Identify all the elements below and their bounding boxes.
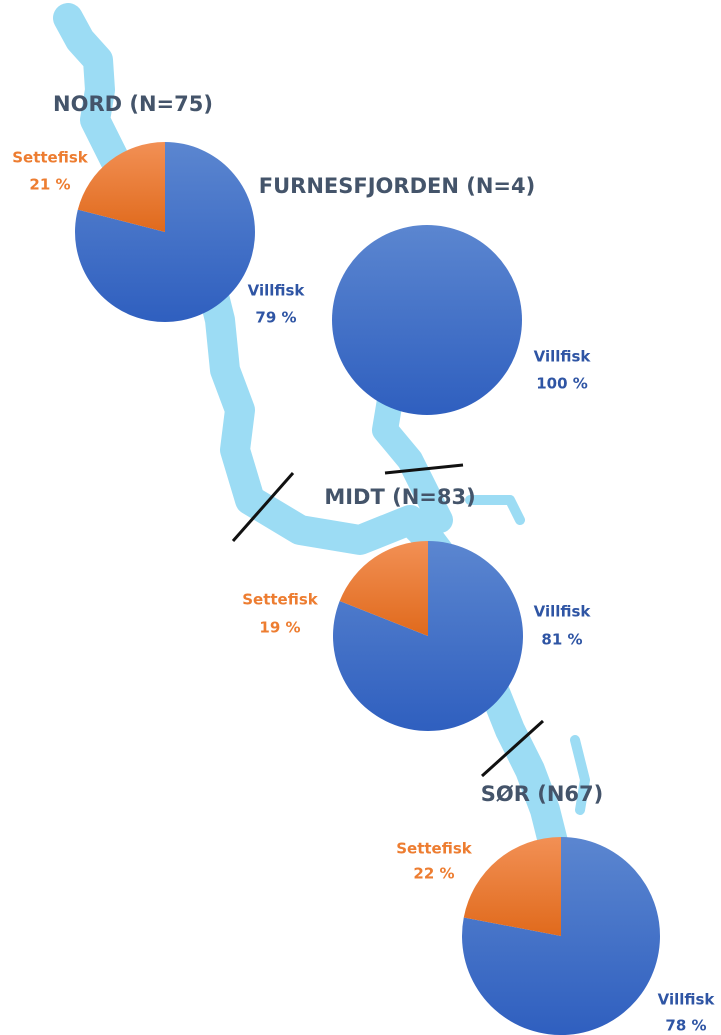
slice-category: Villfisk bbox=[534, 348, 592, 366]
pie-title: MIDT (N=83) bbox=[324, 485, 475, 509]
dividers bbox=[231, 463, 545, 778]
slice-value-label: 22 % bbox=[413, 865, 454, 883]
pie-slice bbox=[77, 142, 165, 232]
slice-value-label: 79 % bbox=[255, 309, 296, 327]
slice-value-label: 81 % bbox=[541, 631, 582, 649]
slice-category: Settefisk bbox=[12, 149, 89, 167]
slice-value-label: 100 % bbox=[536, 375, 588, 393]
slice-category: Settefisk bbox=[396, 840, 473, 858]
slice-category: Villfisk bbox=[534, 603, 592, 621]
pie-title: NORD (N=75) bbox=[53, 92, 213, 116]
pie-slice bbox=[462, 837, 660, 1035]
lake bbox=[53, 3, 590, 865]
slice-category: Settefisk bbox=[242, 591, 319, 609]
slice-category: Villfisk bbox=[658, 991, 716, 1009]
pie-title: FURNESFJORDEN (N=4) bbox=[259, 174, 535, 198]
slice-value-label: 78 % bbox=[665, 1017, 706, 1035]
pie-slice bbox=[339, 541, 428, 636]
pie-title: SØR (N67) bbox=[481, 782, 603, 806]
slice-value-label: 21 % bbox=[29, 176, 70, 194]
slice-category: Villfisk bbox=[248, 282, 306, 300]
slice-value-label: 19 % bbox=[259, 619, 300, 637]
pie-slice bbox=[463, 837, 561, 936]
pie-slice bbox=[332, 225, 522, 415]
